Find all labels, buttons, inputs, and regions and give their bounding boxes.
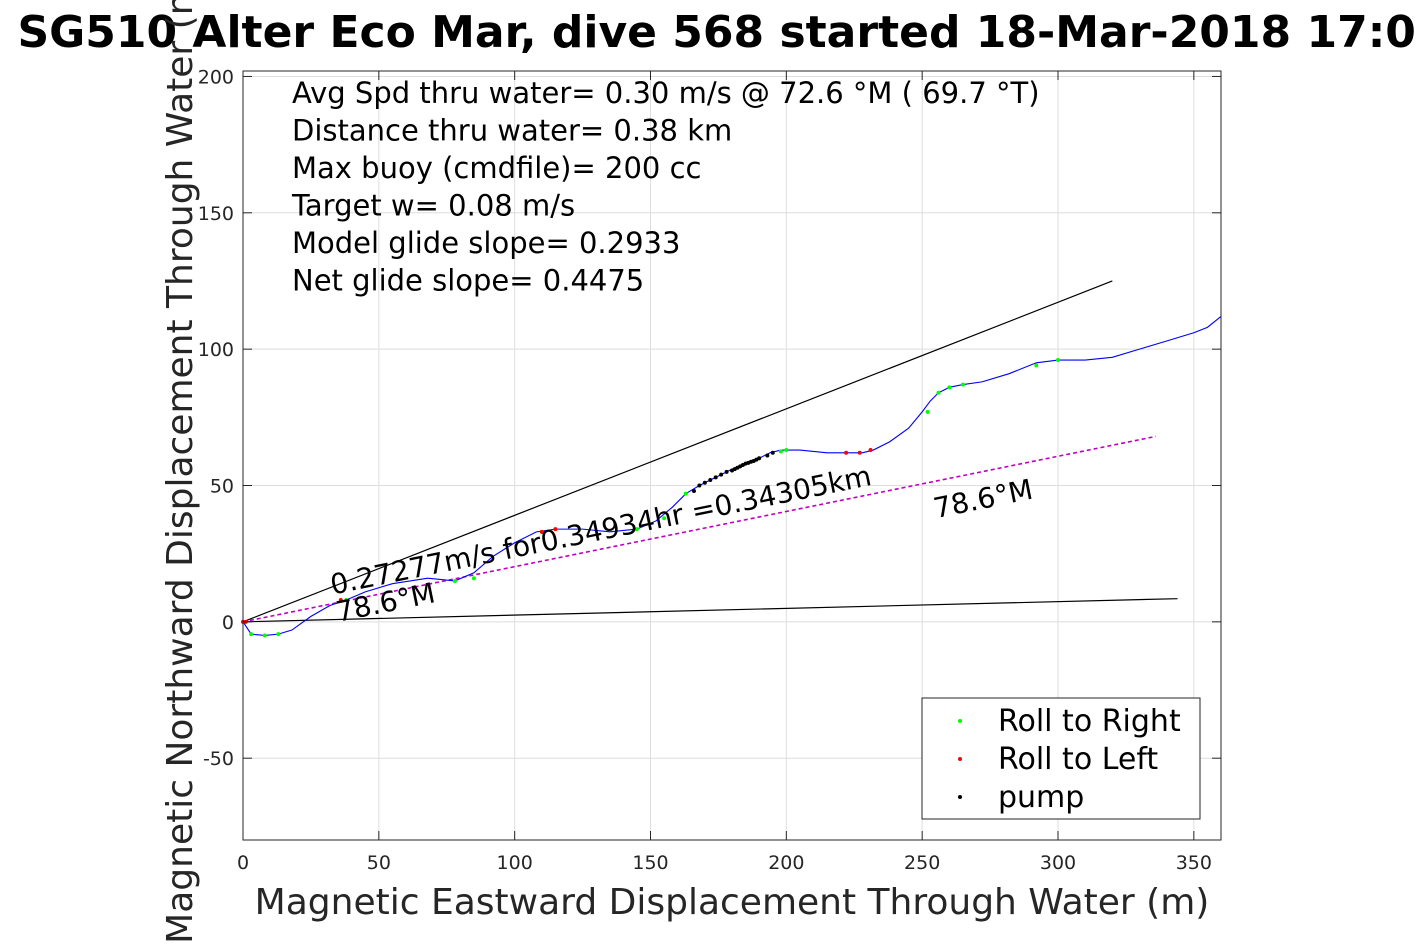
legend-box xyxy=(921,697,1201,820)
roll-to-right-point xyxy=(471,576,476,581)
guide-lines xyxy=(242,280,1178,623)
y-axis-label: Magnetic Northward Displacement Through … xyxy=(160,0,201,944)
x-tick-label: 300 xyxy=(1040,852,1076,874)
pump-point xyxy=(724,469,729,474)
pump-point xyxy=(702,480,707,485)
x-tick-label: 100 xyxy=(497,852,533,874)
x-tick-label: 50 xyxy=(367,852,391,874)
x-axis-label: Magnetic Eastward Displacement Through W… xyxy=(255,882,1210,923)
roll-to-left-point xyxy=(868,448,873,453)
pump-point xyxy=(697,483,702,488)
tick-layer: 0 50 100 150 200 250 300 350 -50 0 50 100 150 200 xyxy=(198,66,1221,874)
roll-to-right-point xyxy=(452,578,457,583)
roll-to-right-point xyxy=(634,527,639,532)
roll-to-right-point xyxy=(778,449,783,454)
roll-to-right-legend-marker xyxy=(958,719,962,723)
plot-frame xyxy=(242,70,1222,841)
chart-title: SG510 Alter Eco Mar, dive 568 started 18… xyxy=(17,7,1417,58)
annotation-label: 78.6°M xyxy=(931,473,1036,525)
roll-to-right-point xyxy=(662,516,667,521)
info-text: Avg Spd thru water= 0.30 m/s @ 72.6 °M (… xyxy=(291,76,1040,298)
pump-legend-marker xyxy=(958,795,962,799)
x-tick-label: 0 xyxy=(237,852,249,874)
y-tick-label: 100 xyxy=(198,339,234,361)
annotation-layer: 0.27277m/s for0.34934hr =0.34305km78.6°M… xyxy=(327,459,1035,628)
roll-to-right-point xyxy=(1034,363,1039,368)
upper-slope-line xyxy=(242,280,1113,623)
info-line: Net glide slope= 0.4475 xyxy=(292,264,644,298)
x-tick-label: 350 xyxy=(1176,852,1212,874)
roll-to-right-point xyxy=(262,633,267,638)
pump-point xyxy=(757,456,762,461)
pump-point xyxy=(691,488,696,493)
roll-to-left-legend-marker xyxy=(958,757,962,761)
x-tick-label: 200 xyxy=(768,852,804,874)
y-tick-label: -50 xyxy=(203,748,234,770)
lower-slope-line xyxy=(242,598,1178,623)
x-tick-label: 250 xyxy=(904,852,940,874)
y-tick-label: 50 xyxy=(210,475,234,497)
legend-label: Roll to Right xyxy=(998,704,1181,739)
roll-to-right-point xyxy=(344,598,349,603)
y-tick-label: 200 xyxy=(198,66,234,88)
roll-to-right-point xyxy=(1056,358,1060,363)
roll-to-left-point xyxy=(857,450,862,455)
info-line: Target w= 0.08 m/s xyxy=(291,189,575,223)
roll-to-left-point xyxy=(553,527,558,532)
roll-to-left-point xyxy=(844,450,849,455)
roll-to-left-point xyxy=(539,529,544,534)
roll-to-left-point xyxy=(338,598,343,603)
pump-point xyxy=(719,472,724,477)
heading-line xyxy=(242,435,1156,623)
x-tick-label: 150 xyxy=(632,852,668,874)
roll-to-right-point xyxy=(947,385,952,390)
roll-to-right-point xyxy=(784,448,789,453)
pump-point xyxy=(765,453,770,458)
pump-point xyxy=(713,475,718,480)
legend-label: pump xyxy=(998,780,1084,815)
pump-point xyxy=(708,478,713,483)
y-tick-label: 150 xyxy=(198,203,234,225)
info-line: Max buoy (cmdfile)= 200 cc xyxy=(292,151,701,185)
roll-to-right-point xyxy=(683,491,688,496)
pump-point xyxy=(770,450,775,455)
info-line: Model glide slope= 0.2933 xyxy=(292,226,680,260)
roll-to-right-point xyxy=(276,632,281,637)
roll-to-right-point xyxy=(925,409,930,414)
point-layer xyxy=(241,358,1060,638)
roll-to-right-point xyxy=(936,390,941,395)
legend-label: Roll to Left xyxy=(998,742,1158,777)
info-line: Avg Spd thru water= 0.30 m/s @ 72.6 °M (… xyxy=(292,76,1040,110)
y-tick-label: 0 xyxy=(222,612,234,634)
roll-to-right-point xyxy=(249,632,254,637)
roll-to-right-point xyxy=(960,382,965,387)
info-line: Distance thru water= 0.38 km xyxy=(292,114,732,148)
